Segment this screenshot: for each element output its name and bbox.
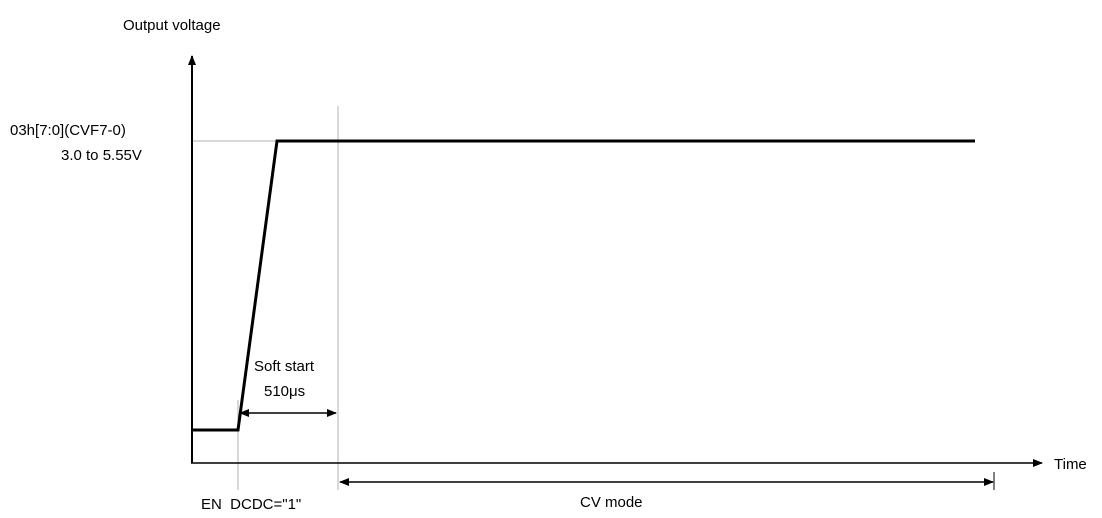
x-axis-label: Time xyxy=(1054,456,1087,473)
cv-mode-label: CV mode xyxy=(580,494,643,511)
y-axis-label: Output voltage xyxy=(123,17,221,34)
soft-start-duration: 510μs xyxy=(264,383,305,400)
soft-start-label: Soft start xyxy=(254,358,315,375)
enable-event-label: EN DCDC="1" xyxy=(201,496,301,513)
output-voltage-waveform xyxy=(193,139,975,432)
voltage-range-label: 3.0 to 5.55V xyxy=(61,147,142,164)
register-label: 03h[7:0](CVF7-0) xyxy=(10,122,126,139)
